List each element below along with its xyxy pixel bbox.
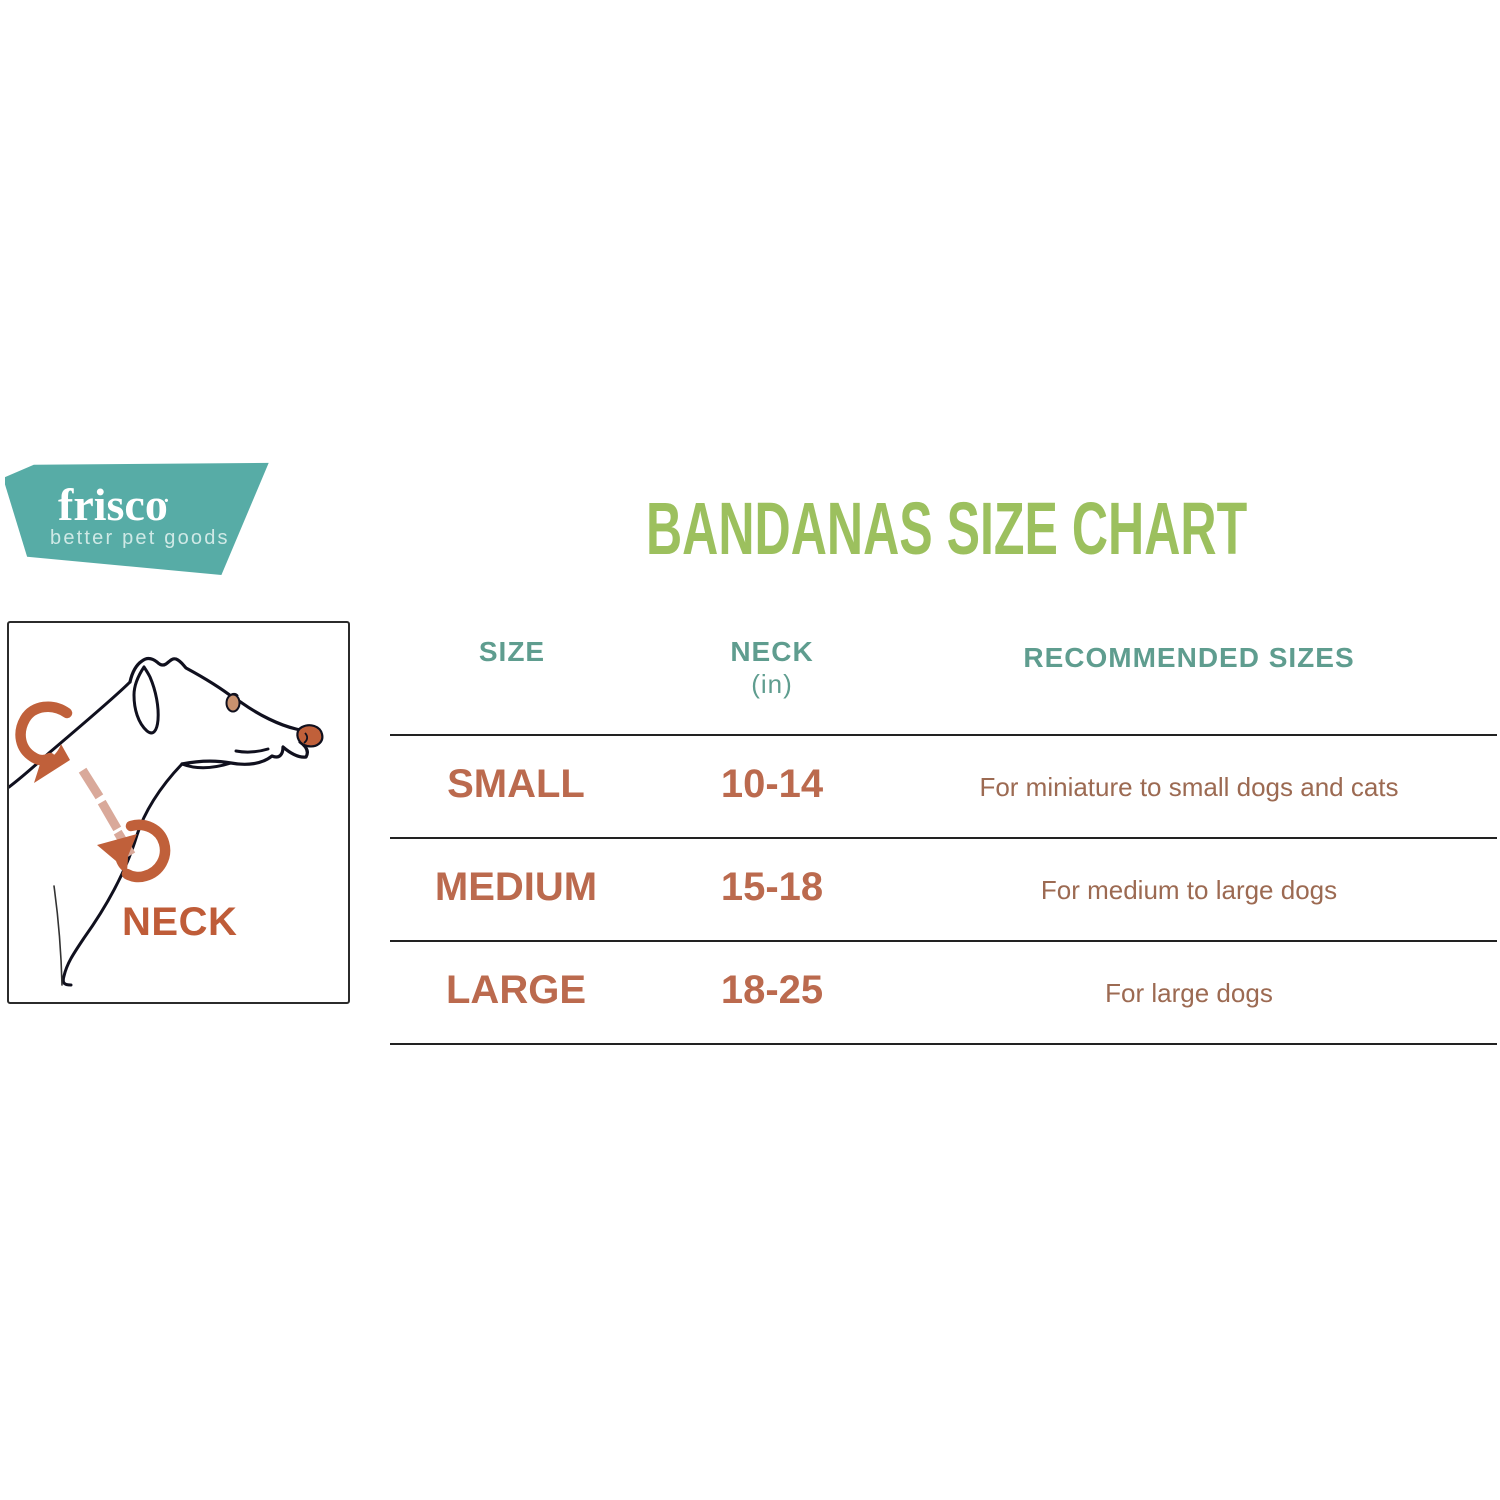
- svg-text:frisco.: frisco.: [58, 479, 169, 530]
- svg-text:better pet goods: better pet goods: [50, 527, 230, 549]
- svg-text:NECK: NECK: [122, 900, 237, 944]
